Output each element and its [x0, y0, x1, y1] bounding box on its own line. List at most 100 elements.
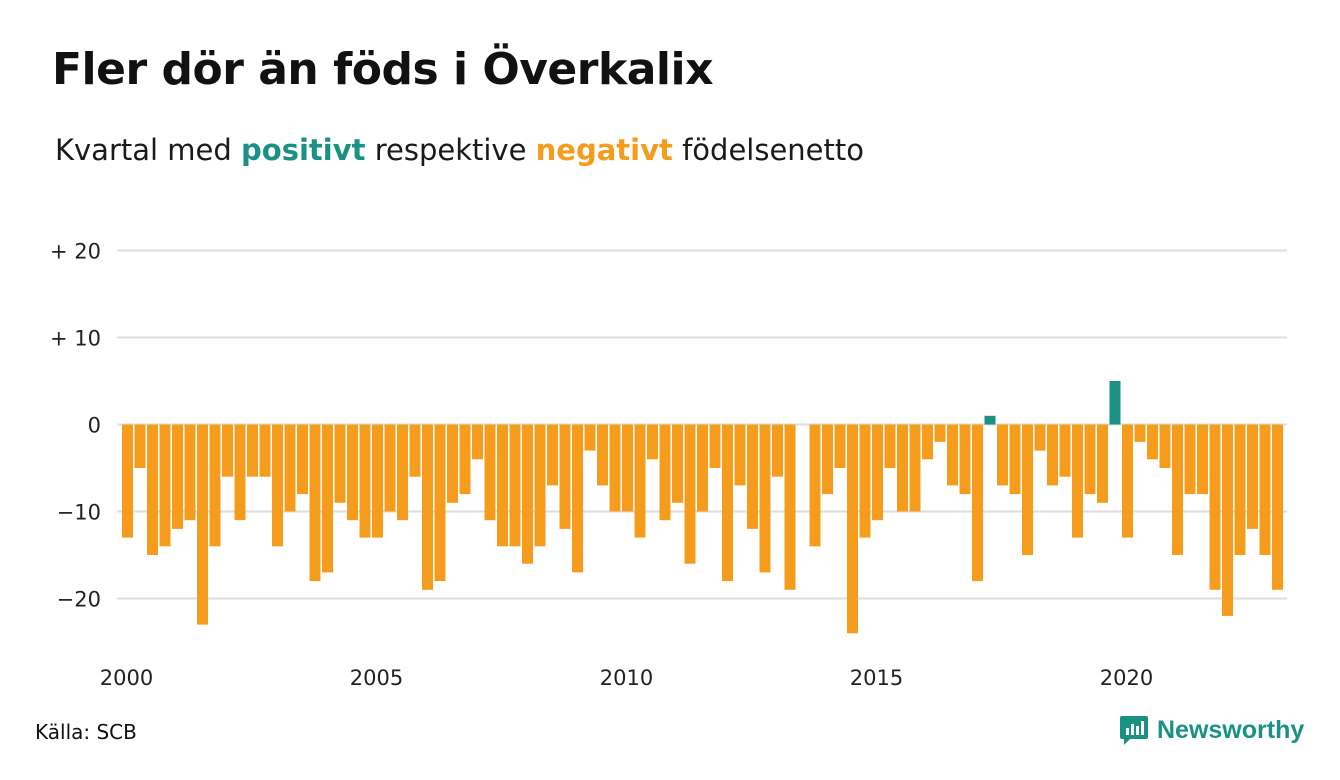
bar — [709, 424, 721, 468]
bar — [172, 424, 183, 529]
bar — [634, 424, 646, 538]
bar — [384, 424, 396, 512]
subtitle-middle: respektive — [365, 133, 536, 167]
bar — [297, 424, 308, 495]
bar — [1147, 424, 1158, 460]
bar — [347, 424, 358, 521]
bar — [122, 424, 133, 538]
bar — [1009, 424, 1021, 495]
subtitle-prefix: Kvartal med — [55, 133, 242, 167]
bar — [784, 424, 796, 590]
bar — [722, 424, 733, 582]
bar — [159, 424, 171, 547]
subtitle-positive-word: positivt — [241, 133, 366, 167]
x-tick-label: 2015 — [850, 666, 903, 690]
bar — [434, 424, 446, 582]
bar — [1109, 381, 1121, 425]
bar — [1184, 424, 1196, 495]
bar — [1122, 424, 1133, 538]
bar — [247, 424, 258, 477]
bar — [522, 424, 533, 564]
bar — [659, 424, 671, 521]
x-tick-label: 2005 — [350, 666, 403, 690]
bar — [884, 424, 896, 468]
bar — [484, 424, 496, 521]
bar — [184, 424, 196, 521]
y-axis-ticks: + 20 + 10 0 −10 −20 — [50, 240, 101, 612]
bar — [647, 424, 658, 460]
bar — [1072, 424, 1083, 538]
bar — [1134, 424, 1146, 442]
chart-subtitle: Kvartal med positivt respektive negativt… — [55, 133, 864, 167]
bar — [547, 424, 558, 486]
bar — [322, 424, 333, 573]
bar — [997, 424, 1008, 486]
bar — [959, 424, 971, 495]
bar — [772, 424, 783, 477]
bar — [747, 424, 758, 529]
bar — [672, 424, 683, 503]
bar — [922, 424, 933, 460]
bar — [1259, 424, 1271, 555]
bar — [847, 424, 858, 634]
bar — [972, 424, 983, 582]
subtitle-suffix: födelsenetto — [672, 133, 864, 167]
bar — [559, 424, 571, 529]
bar — [609, 424, 621, 512]
bar — [909, 424, 921, 512]
brand-logo: Newsworthy — [1119, 714, 1304, 746]
bar — [497, 424, 508, 547]
bar — [1097, 424, 1108, 503]
bar — [734, 424, 746, 486]
bar — [1234, 424, 1246, 555]
bar — [234, 424, 246, 521]
bar — [1022, 424, 1033, 555]
bar — [1247, 424, 1258, 529]
bar — [1034, 424, 1046, 451]
x-tick-label: 2000 — [100, 666, 153, 690]
bar — [1209, 424, 1221, 590]
x-tick-label: 2020 — [1100, 666, 1153, 690]
bar — [597, 424, 608, 486]
bar — [472, 424, 483, 460]
brand-name: Newsworthy — [1157, 715, 1305, 744]
bar — [947, 424, 958, 486]
bar — [1047, 424, 1058, 486]
y-tick-label: + 20 — [50, 240, 101, 264]
bar — [622, 424, 633, 512]
bar — [822, 424, 833, 495]
bar-chart: + 20 + 10 0 −10 −20 2000 2005 2010 2015 2020 — [50, 240, 1287, 690]
bars — [122, 381, 1283, 634]
bar — [422, 424, 433, 590]
bar — [897, 424, 908, 512]
bar — [147, 424, 158, 555]
bar — [1159, 424, 1171, 468]
bar — [209, 424, 221, 547]
bar — [222, 424, 233, 477]
bar — [1084, 424, 1096, 495]
bar — [359, 424, 371, 538]
bar — [447, 424, 458, 503]
bar — [1172, 424, 1183, 555]
bar — [397, 424, 408, 521]
bar — [372, 424, 383, 538]
bar — [509, 424, 521, 547]
y-tick-label: −20 — [57, 588, 101, 612]
bar — [197, 424, 208, 625]
bar — [309, 424, 321, 582]
bar — [1222, 424, 1233, 616]
bar — [697, 424, 708, 512]
bar — [284, 424, 296, 512]
source-note: Källa: SCB — [35, 720, 137, 744]
bar — [684, 424, 696, 564]
bar — [872, 424, 883, 521]
bar — [809, 424, 821, 547]
bar — [334, 424, 346, 503]
bar — [459, 424, 471, 495]
bar — [409, 424, 421, 477]
bar — [759, 424, 771, 573]
chart-title: Fler dör än föds i Överkalix — [52, 44, 713, 95]
newsworthy-logo-icon — [1120, 716, 1148, 745]
bar — [1197, 424, 1208, 495]
bar — [572, 424, 583, 573]
